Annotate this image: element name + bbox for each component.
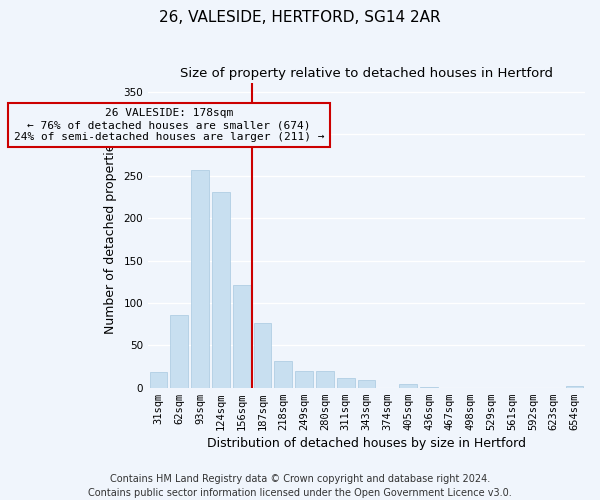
Text: Contains HM Land Registry data © Crown copyright and database right 2024.
Contai: Contains HM Land Registry data © Crown c…	[88, 474, 512, 498]
Bar	[337, 378, 355, 388]
Text: 26 VALESIDE: 178sqm
← 76% of detached houses are smaller (674)
24% of semi-detac: 26 VALESIDE: 178sqm ← 76% of detached ho…	[14, 108, 324, 142]
Bar	[566, 386, 583, 388]
Title: Size of property relative to detached houses in Hertford: Size of property relative to detached ho…	[180, 68, 553, 80]
Bar	[254, 324, 271, 388]
Bar	[420, 387, 438, 388]
Bar	[400, 384, 417, 388]
Bar	[295, 371, 313, 388]
Bar	[316, 371, 334, 388]
Bar	[149, 372, 167, 388]
Bar	[358, 380, 376, 388]
Bar	[274, 360, 292, 388]
X-axis label: Distribution of detached houses by size in Hertford: Distribution of detached houses by size …	[207, 437, 526, 450]
Bar	[191, 170, 209, 388]
Bar	[212, 192, 230, 388]
Bar	[233, 286, 251, 388]
Y-axis label: Number of detached properties: Number of detached properties	[104, 137, 116, 334]
Text: 26, VALESIDE, HERTFORD, SG14 2AR: 26, VALESIDE, HERTFORD, SG14 2AR	[159, 10, 441, 25]
Bar	[170, 315, 188, 388]
